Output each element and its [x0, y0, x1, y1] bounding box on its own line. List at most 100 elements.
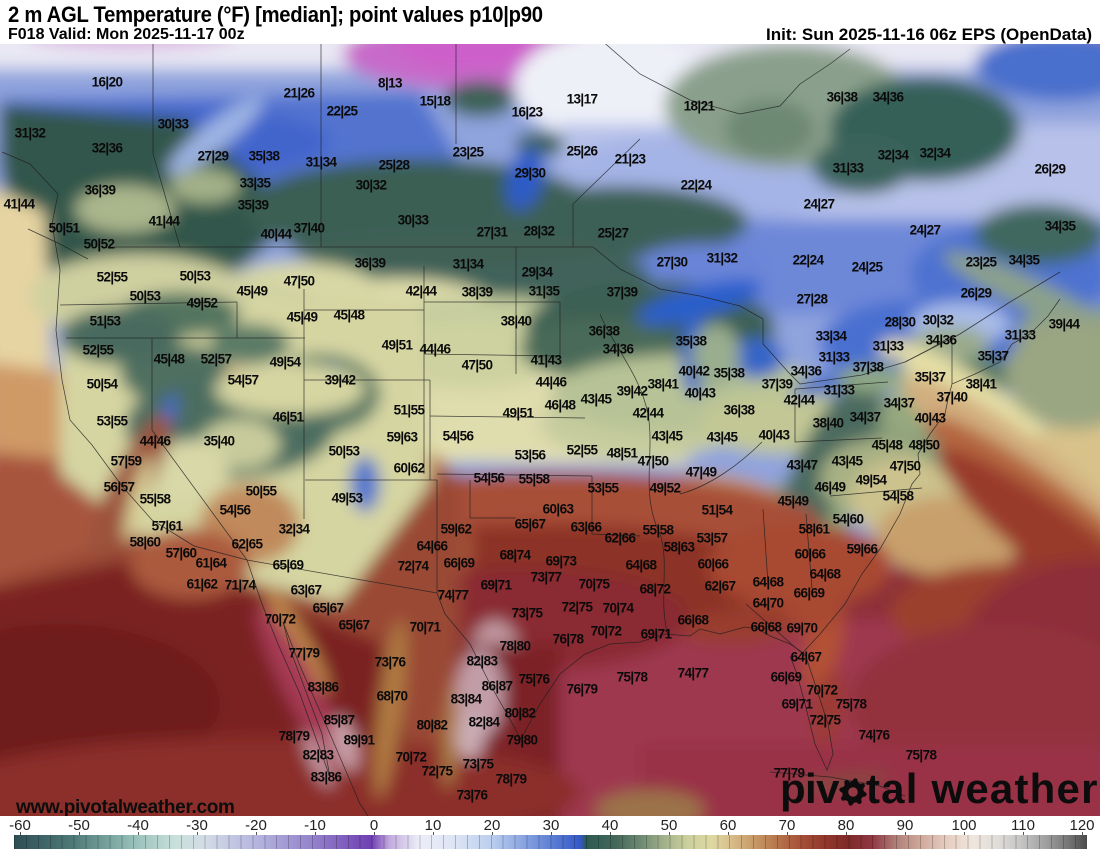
svg-text:27|29: 27|29 [198, 149, 229, 164]
svg-text:40|44: 40|44 [261, 227, 293, 242]
svg-text:47|50: 47|50 [284, 274, 315, 289]
svg-text:48|51: 48|51 [607, 446, 639, 461]
svg-text:51|54: 51|54 [702, 503, 734, 518]
svg-text:35|39: 35|39 [238, 198, 269, 213]
svg-text:73|76: 73|76 [375, 655, 407, 670]
svg-text:49|54: 49|54 [270, 355, 302, 370]
svg-text:23|25: 23|25 [453, 145, 485, 160]
svg-text:85|87: 85|87 [324, 713, 355, 728]
svg-text:31|34: 31|34 [306, 155, 338, 170]
svg-text:31|33: 31|33 [833, 161, 865, 176]
svg-text:78|80: 78|80 [500, 639, 531, 654]
svg-text:60|62: 60|62 [394, 461, 425, 476]
svg-text:76|78: 76|78 [553, 632, 585, 647]
svg-text:27|28: 27|28 [797, 292, 829, 307]
svg-text:73|75: 73|75 [463, 757, 495, 772]
svg-text:71|74: 71|74 [225, 578, 257, 593]
svg-text:8|13: 8|13 [378, 76, 403, 91]
svg-text:57|59: 57|59 [111, 454, 142, 469]
svg-text:tal weather: tal weather [866, 765, 1099, 812]
svg-text:30|32: 30|32 [356, 178, 387, 193]
svg-text:36|39: 36|39 [85, 183, 116, 198]
svg-text:21|26: 21|26 [284, 86, 316, 101]
svg-text:82|83: 82|83 [467, 654, 499, 669]
svg-text:49|52: 49|52 [650, 481, 681, 496]
svg-text:64|67: 64|67 [791, 650, 822, 665]
svg-text:44|46: 44|46 [536, 375, 568, 390]
svg-text:66|69: 66|69 [444, 556, 475, 571]
svg-text:37|38: 37|38 [853, 360, 885, 375]
svg-text:22|24: 22|24 [793, 253, 825, 268]
svg-text:79|80: 79|80 [507, 733, 538, 748]
svg-text:31|35: 31|35 [529, 284, 561, 299]
svg-text:23|25: 23|25 [966, 255, 998, 270]
svg-text:29|34: 29|34 [522, 265, 554, 280]
svg-text:70|74: 70|74 [603, 601, 635, 616]
svg-text:32|34: 32|34 [920, 146, 952, 161]
svg-text:49|53: 49|53 [332, 491, 364, 506]
svg-text:43|47: 43|47 [787, 458, 818, 473]
svg-text:31|33: 31|33 [1005, 328, 1037, 343]
svg-text:34|35: 34|35 [1009, 253, 1041, 268]
svg-text:83|84: 83|84 [451, 692, 483, 707]
svg-text:75|78: 75|78 [617, 670, 649, 685]
svg-text:70|75: 70|75 [579, 577, 611, 592]
svg-text:55|58: 55|58 [643, 523, 675, 538]
svg-text:69|71: 69|71 [782, 697, 814, 712]
svg-text:60|66: 60|66 [698, 557, 730, 572]
svg-text:76|79: 76|79 [567, 682, 598, 697]
svg-text:74|76: 74|76 [859, 728, 891, 743]
svg-text:70|72: 70|72 [807, 683, 838, 698]
svg-text:83|86: 83|86 [311, 770, 343, 785]
svg-text:35|37: 35|37 [978, 349, 1009, 364]
svg-text:34|36: 34|36 [926, 333, 958, 348]
svg-text:21|23: 21|23 [615, 152, 647, 167]
svg-text:74|77: 74|77 [438, 588, 469, 603]
svg-text:51|55: 51|55 [394, 403, 426, 418]
svg-text:36|38: 36|38 [589, 324, 621, 339]
svg-text:36|38: 36|38 [827, 90, 859, 105]
svg-text:63|66: 63|66 [571, 520, 603, 535]
svg-text:53|55: 53|55 [97, 414, 129, 429]
svg-text:72|75: 72|75 [562, 600, 594, 615]
svg-text:37|40: 37|40 [294, 221, 325, 236]
svg-text:34|36: 34|36 [873, 90, 905, 105]
svg-text:30|33: 30|33 [398, 213, 430, 228]
svg-text:58|61: 58|61 [799, 522, 831, 537]
svg-text:80|82: 80|82 [505, 706, 536, 721]
svg-text:31|33: 31|33 [819, 350, 851, 365]
svg-text:16|20: 16|20 [92, 75, 123, 90]
svg-text:45|48: 45|48 [872, 438, 904, 453]
svg-text:60|63: 60|63 [543, 502, 575, 517]
svg-text:36|38: 36|38 [724, 403, 756, 418]
svg-text:30|32: 30|32 [923, 313, 954, 328]
svg-text:47|50: 47|50 [462, 358, 493, 373]
svg-text:69|73: 69|73 [546, 554, 578, 569]
svg-text:30|33: 30|33 [158, 117, 190, 132]
svg-text:24|27: 24|27 [804, 197, 835, 212]
svg-text:42|44: 42|44 [784, 393, 816, 408]
svg-text:49|52: 49|52 [187, 296, 218, 311]
svg-text:www.pivotalweather.com: www.pivotalweather.com [15, 797, 235, 816]
svg-text:75|78: 75|78 [906, 748, 938, 763]
svg-text:15|18: 15|18 [420, 94, 452, 109]
svg-text:35|38: 35|38 [249, 149, 281, 164]
svg-text:82|83: 82|83 [303, 748, 335, 763]
svg-text:37|39: 37|39 [762, 377, 793, 392]
svg-text:75|76: 75|76 [519, 672, 551, 687]
svg-text:37|39: 37|39 [607, 285, 638, 300]
svg-text:77|79: 77|79 [774, 766, 805, 781]
svg-text:64|68: 64|68 [810, 567, 842, 582]
svg-text:29|30: 29|30 [515, 166, 546, 181]
svg-text:54|56: 54|56 [220, 503, 252, 518]
svg-text:69|71: 69|71 [641, 627, 673, 642]
svg-text:42|44: 42|44 [406, 284, 438, 299]
svg-text:65|67: 65|67 [339, 618, 370, 633]
svg-text:35|37: 35|37 [915, 370, 946, 385]
svg-text:32|34: 32|34 [878, 148, 910, 163]
svg-text:25|28: 25|28 [379, 158, 411, 173]
svg-text:73|77: 73|77 [531, 570, 562, 585]
svg-text:45|49: 45|49 [287, 310, 318, 325]
svg-text:45|48: 45|48 [154, 352, 186, 367]
svg-text:40|43: 40|43 [915, 411, 947, 426]
